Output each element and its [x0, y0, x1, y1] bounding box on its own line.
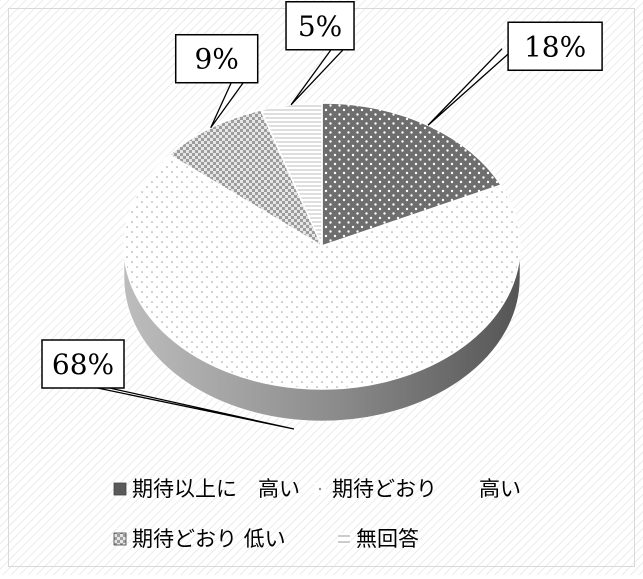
callout-0: 18% — [427, 21, 603, 126]
legend-item-2: 期待どおり 低い — [113, 527, 286, 551]
legend-item-1: 期待どおり 高い — [314, 477, 521, 501]
data-label-3: 5% — [298, 10, 342, 43]
callout-1: 68% — [41, 339, 295, 430]
callout-2: 9% — [174, 33, 259, 129]
callout-leader-3 — [290, 49, 344, 106]
legend-label-1: 期待どおり 高い — [332, 477, 521, 501]
callout-leader-0 — [427, 48, 515, 126]
legend-swatch-dot — [318, 487, 322, 491]
data-label-0: 18% — [524, 30, 586, 63]
pie-slice-1 — [123, 153, 521, 390]
legend-label-0: 期待以上に 高い — [132, 477, 300, 501]
legend-item-0: 期待以上に 高い — [113, 477, 300, 501]
callout-box-2 — [174, 33, 259, 84]
pie-top-layer — [123, 102, 521, 390]
legend-label-2: 期待どおり 低い — [132, 527, 286, 551]
data-label-1: 68% — [52, 348, 114, 381]
legend-swatch-0 — [113, 482, 127, 496]
callout-box-3 — [285, 1, 355, 51]
legend-label-3: 無回答 — [356, 527, 419, 551]
callout-box-0 — [507, 21, 603, 72]
legend-swatch-2 — [113, 532, 127, 546]
callout-leader-1 — [97, 387, 295, 430]
callouts-layer: 18% 68% 9% 5% — [41, 1, 603, 430]
callout-leader-2 — [210, 82, 244, 129]
callout-box-1 — [41, 339, 125, 389]
data-label-2: 9% — [194, 43, 238, 76]
legend-swatch-3 — [338, 533, 350, 545]
legend-item-3: 無回答 — [338, 527, 419, 551]
callout-3: 5% — [285, 1, 355, 106]
